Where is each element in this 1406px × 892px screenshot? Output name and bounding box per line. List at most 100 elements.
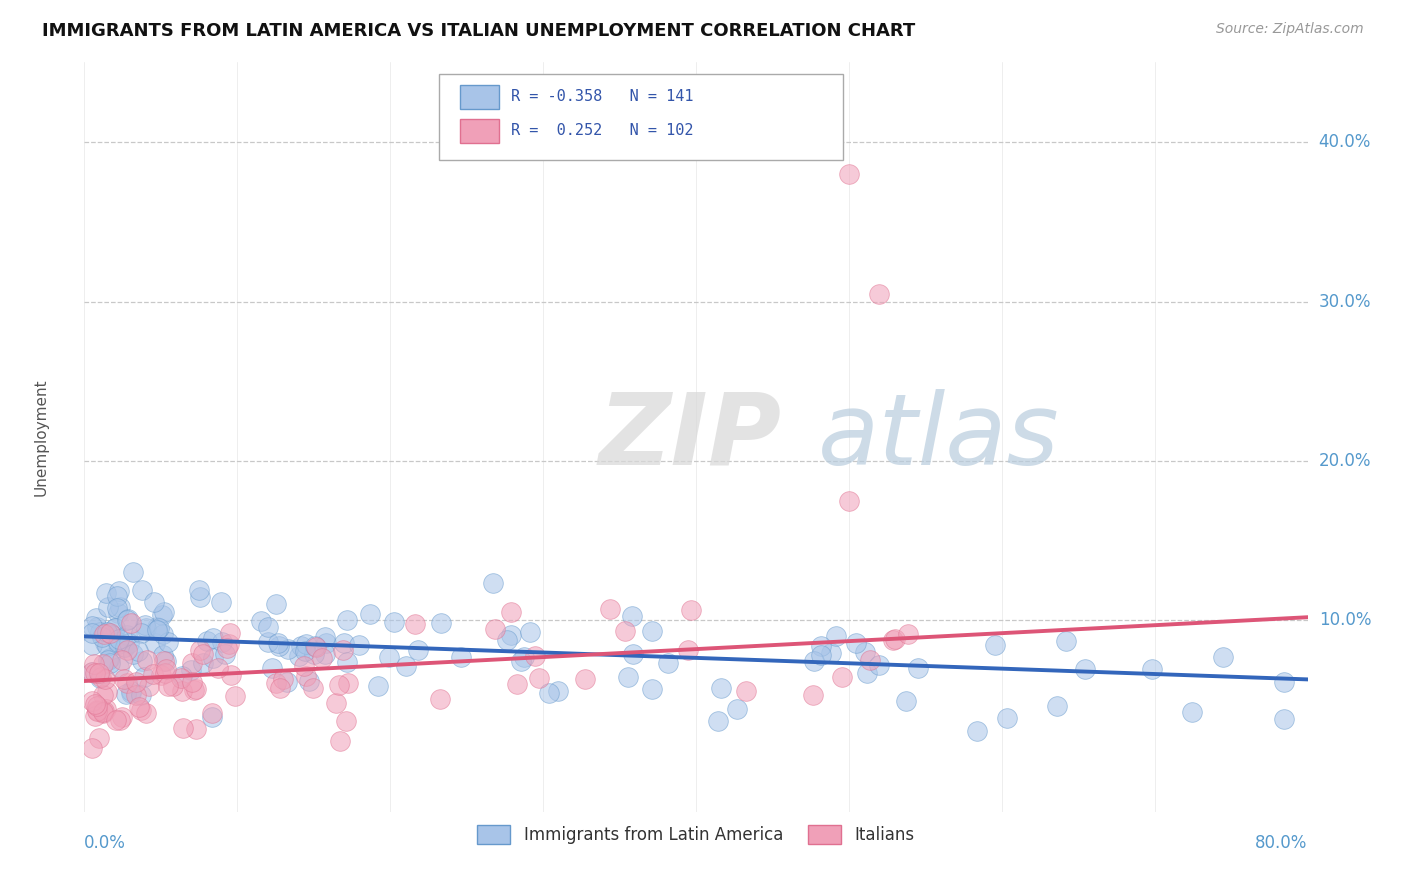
Point: [883, 632, 905, 646]
Point: [84, 610, 107, 624]
Point: [120, 686, 142, 700]
Point: [219, 668, 242, 682]
Point: [378, 650, 401, 665]
Point: [86, 704, 108, 718]
Point: [215, 640, 238, 655]
Text: 40.0%: 40.0%: [1319, 133, 1371, 151]
Point: [640, 624, 662, 638]
Point: [298, 673, 321, 688]
Point: [96, 625, 118, 640]
Point: [138, 679, 160, 693]
Point: [264, 597, 287, 611]
Point: [395, 658, 418, 673]
Point: [135, 706, 157, 721]
Point: [481, 576, 503, 591]
Point: [155, 654, 177, 668]
Point: [831, 670, 853, 684]
Point: [87, 731, 110, 745]
Point: [337, 675, 360, 690]
Point: [84, 709, 107, 723]
Point: [201, 710, 224, 724]
Point: [845, 636, 868, 650]
Point: [115, 614, 138, 628]
Text: ZIP: ZIP: [598, 389, 782, 485]
Point: [1142, 662, 1164, 676]
Point: [91, 688, 114, 702]
Point: [121, 647, 143, 661]
Point: [429, 692, 451, 706]
Text: 0.0%: 0.0%: [84, 834, 127, 852]
Point: [277, 642, 299, 657]
Point: [1272, 712, 1295, 726]
Point: [108, 584, 131, 599]
Point: [120, 684, 142, 698]
Point: [93, 704, 115, 718]
Point: [547, 683, 569, 698]
Point: [117, 676, 139, 690]
Point: [984, 638, 1007, 652]
Point: [897, 627, 920, 641]
Point: [80, 741, 103, 756]
Point: [329, 734, 352, 748]
Point: [408, 643, 430, 657]
Point: [801, 688, 824, 702]
Point: [131, 583, 153, 598]
Point: [80, 694, 103, 708]
Point: [302, 681, 325, 695]
Point: [273, 672, 295, 686]
Point: [142, 666, 165, 681]
Point: [114, 640, 136, 654]
Point: [506, 677, 529, 691]
Point: [129, 625, 152, 640]
Point: [825, 629, 848, 643]
Point: [211, 635, 233, 649]
Point: [509, 654, 531, 668]
Point: [519, 624, 541, 639]
Point: [1212, 650, 1234, 665]
Point: [302, 647, 325, 661]
Point: [803, 655, 825, 669]
Point: [80, 619, 103, 633]
Point: [336, 655, 359, 669]
Point: [332, 636, 354, 650]
Point: [153, 605, 176, 619]
Point: [82, 626, 104, 640]
Point: [641, 681, 664, 696]
Point: [315, 636, 337, 650]
Text: atlas: atlas: [818, 389, 1060, 485]
Point: [98, 657, 121, 671]
Point: [170, 671, 193, 685]
Point: [110, 713, 132, 727]
Point: [94, 673, 117, 687]
Point: [89, 665, 111, 680]
Point: [290, 639, 312, 653]
Point: [267, 640, 290, 654]
Point: [347, 638, 370, 652]
Point: [180, 663, 202, 677]
Text: Source: ZipAtlas.com: Source: ZipAtlas.com: [1216, 22, 1364, 37]
Point: [191, 647, 214, 661]
Point: [80, 638, 103, 652]
Point: [681, 603, 703, 617]
Point: [191, 656, 214, 670]
Text: IMMIGRANTS FROM LATIN AMERICA VS ITALIAN UNEMPLOYMENT CORRELATION CHART: IMMIGRANTS FROM LATIN AMERICA VS ITALIAN…: [42, 22, 915, 40]
Point: [218, 637, 240, 651]
Point: [187, 583, 209, 598]
Point: [105, 589, 128, 603]
Point: [186, 723, 208, 737]
Point: [257, 634, 280, 648]
Point: [725, 702, 748, 716]
Bar: [460, 85, 499, 109]
Point: [94, 702, 117, 716]
Point: [152, 648, 174, 662]
Point: [896, 694, 918, 708]
Point: [111, 710, 134, 724]
Point: [108, 599, 131, 614]
Point: [264, 676, 287, 690]
Text: R = -0.358   N = 141: R = -0.358 N = 141: [512, 89, 693, 104]
Point: [856, 665, 879, 680]
Point: [256, 620, 278, 634]
Text: 30.0%: 30.0%: [1319, 293, 1371, 310]
Point: [621, 647, 644, 661]
Point: [107, 634, 129, 648]
